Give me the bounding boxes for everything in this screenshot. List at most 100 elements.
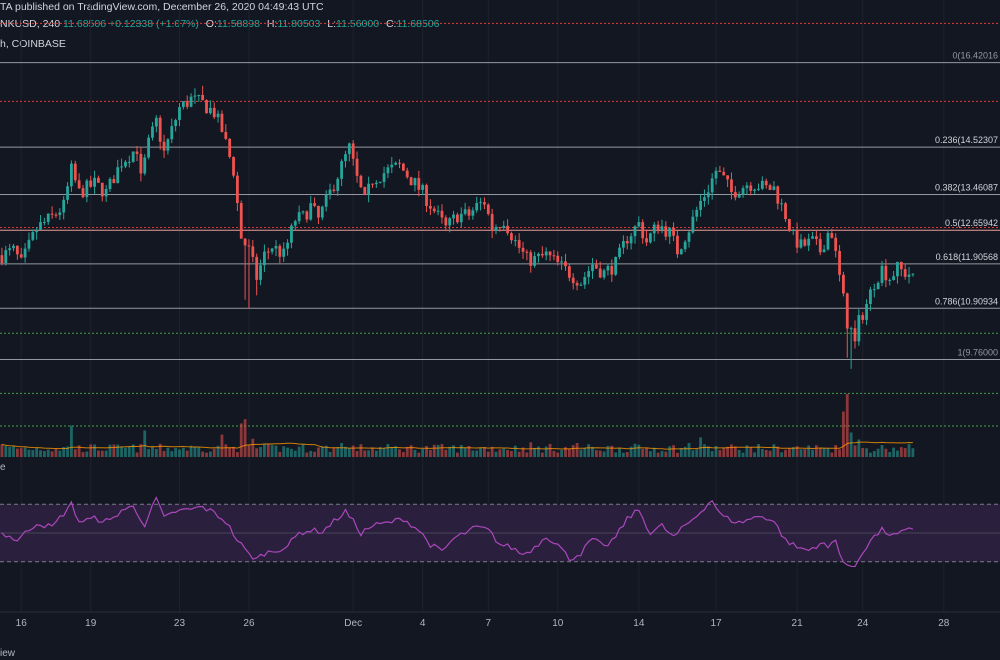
volume-bar <box>193 446 197 457</box>
volume-bar <box>81 452 85 457</box>
candle-body <box>50 213 54 215</box>
candle-body <box>691 216 695 233</box>
candle-body <box>672 227 675 236</box>
candle-body <box>811 236 814 239</box>
rsi-path <box>1 496 914 568</box>
volume-bar <box>594 450 598 457</box>
candle-body <box>100 182 104 197</box>
volume-bar <box>255 448 259 457</box>
volume-bar <box>637 444 641 457</box>
x-tick-label: 21 <box>792 618 804 629</box>
candle-body <box>131 151 135 162</box>
candle-body <box>679 249 683 255</box>
candle-body <box>645 238 648 243</box>
volume-bar <box>394 446 398 457</box>
volume-bar <box>471 450 475 457</box>
fib-label-4: 0.618(11.90568 <box>936 252 998 262</box>
x-tick-label: 7 <box>486 618 492 629</box>
candle-body <box>108 179 112 190</box>
candle-body <box>803 239 807 246</box>
volume-bar <box>205 452 208 457</box>
candle-body <box>162 141 166 151</box>
candle-body <box>147 137 151 158</box>
candle-body <box>533 256 537 266</box>
volume-bar <box>147 449 151 457</box>
volume-bar <box>70 425 73 457</box>
volume-bar <box>448 446 452 457</box>
candle-body <box>896 261 899 277</box>
candle-body <box>54 214 58 216</box>
candle-body <box>737 194 741 198</box>
candle-body <box>270 248 274 252</box>
candle-body <box>282 248 286 257</box>
volume-bar <box>760 448 764 457</box>
volume-bar <box>266 443 270 457</box>
candle-body <box>498 227 502 229</box>
candle-body <box>170 126 174 140</box>
volume-bar <box>510 450 513 457</box>
volume-bar <box>610 445 614 457</box>
volume-bar <box>19 448 23 457</box>
candle-body <box>374 182 378 185</box>
candle-body <box>564 261 567 267</box>
volume-bar <box>386 444 390 457</box>
volume-bar <box>571 445 575 457</box>
candle-body <box>834 237 838 251</box>
candle-body <box>81 188 85 198</box>
candle-body <box>726 175 730 180</box>
candle-body <box>475 202 479 211</box>
volume-bar <box>363 450 367 457</box>
volume-bar <box>104 450 108 457</box>
volume-bar <box>722 447 726 457</box>
candle-body <box>189 96 193 107</box>
volume-bar <box>239 423 243 457</box>
fib-label-1: 0.236(14.52307 <box>935 135 998 145</box>
volume-bar <box>178 449 181 457</box>
volume-bar <box>309 450 313 457</box>
volume-bar <box>351 445 355 457</box>
volume-bar <box>587 444 591 457</box>
volume-bar <box>691 450 695 457</box>
high-value: 11.80503 <box>277 18 321 30</box>
candle-body <box>606 265 610 271</box>
volume-bar <box>100 450 104 457</box>
volume-bar <box>811 449 814 457</box>
volume-bar <box>425 445 428 457</box>
candle-body <box>502 225 506 228</box>
candle-body <box>324 194 328 207</box>
volume-bar <box>830 452 834 457</box>
volume-bar <box>278 451 282 457</box>
candle-body <box>733 192 737 198</box>
candle-body <box>197 94 201 96</box>
volume-bar <box>676 452 679 457</box>
volume-bar <box>340 443 344 457</box>
candle-body <box>784 203 787 220</box>
volume-bar <box>89 444 93 457</box>
candle-body <box>513 240 517 242</box>
candle-body <box>772 186 776 191</box>
candle-body <box>587 271 591 278</box>
candle-body <box>621 241 625 248</box>
candle-body <box>556 255 560 263</box>
rsi-line <box>1 496 914 568</box>
volume-bar <box>903 448 907 457</box>
volume-bar <box>170 451 174 457</box>
candle-body <box>853 328 857 342</box>
candle-body <box>401 163 405 171</box>
candle-body <box>216 113 220 118</box>
volume-bar <box>93 444 96 457</box>
candle-body <box>85 180 89 198</box>
volume-bar <box>139 444 143 457</box>
volume-bar <box>212 448 216 457</box>
volume-bar <box>540 452 544 457</box>
candle-body <box>629 236 633 244</box>
volume-bar <box>0 444 4 457</box>
volume-bar <box>456 452 459 457</box>
candle-body <box>861 315 865 320</box>
symbol-ohlc-line: NKUSD, 240 11.68506 +0.12338 (+1.07%) O:… <box>0 18 439 30</box>
volume-bar <box>710 451 714 457</box>
volume-bar <box>290 448 293 457</box>
candle-body <box>730 179 733 193</box>
candle-body <box>652 224 656 234</box>
